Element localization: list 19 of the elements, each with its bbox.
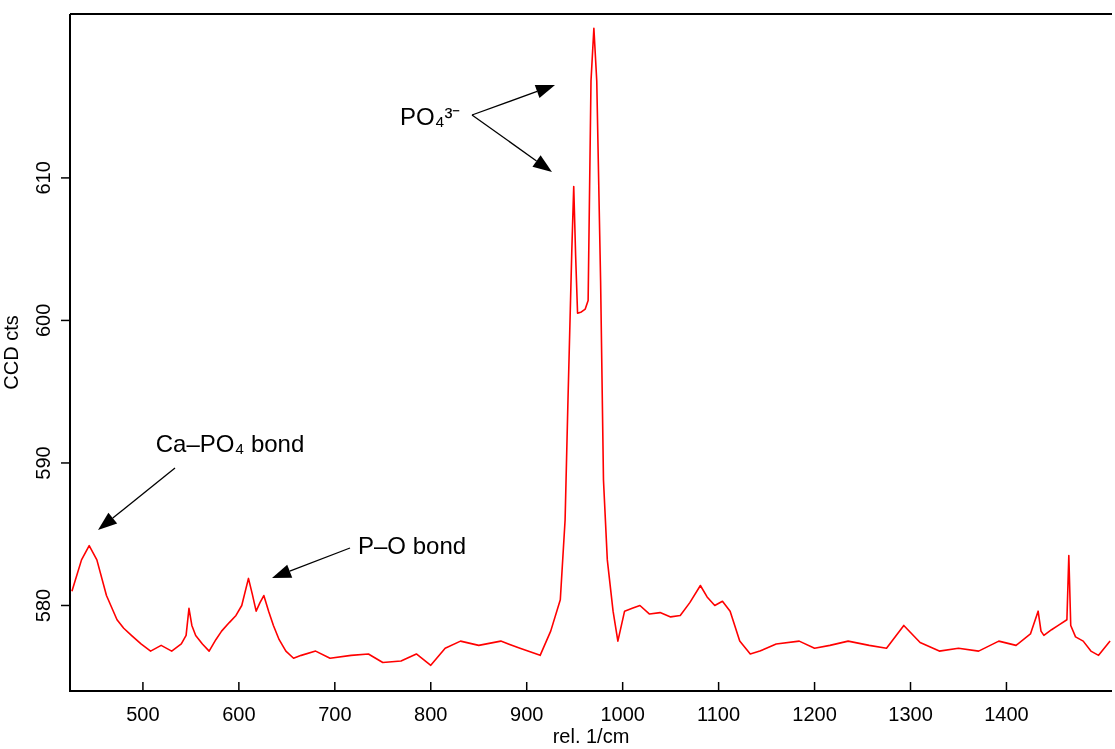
x-tick-label: 1000 <box>600 702 645 725</box>
x-tick-label: 1300 <box>888 702 933 725</box>
x-tick-label: 1100 <box>697 702 741 725</box>
x-tick-label: 1400 <box>984 702 1029 725</box>
x-tick-label: 1200 <box>792 702 837 725</box>
annotation: P–O bond <box>358 531 467 559</box>
annotation: Ca–PO₄ bond <box>155 429 305 457</box>
y-tick-label: 590 <box>31 446 54 480</box>
annotation: PO₄³⁻ <box>400 102 461 130</box>
x-tick-label: 800 <box>414 702 448 725</box>
y-tick-label: 600 <box>31 303 54 338</box>
x-tick-label: 700 <box>318 702 352 725</box>
y-tick-label: 610 <box>31 161 54 195</box>
x-tick-label: 600 <box>222 702 256 725</box>
y-axis-title: CCD cts <box>0 315 22 390</box>
y-tick-label: 580 <box>31 588 54 623</box>
x-tick-label: 900 <box>510 702 544 725</box>
x-tick-label: 500 <box>126 702 160 725</box>
x-axis-title: rel. 1/cm <box>552 724 630 747</box>
